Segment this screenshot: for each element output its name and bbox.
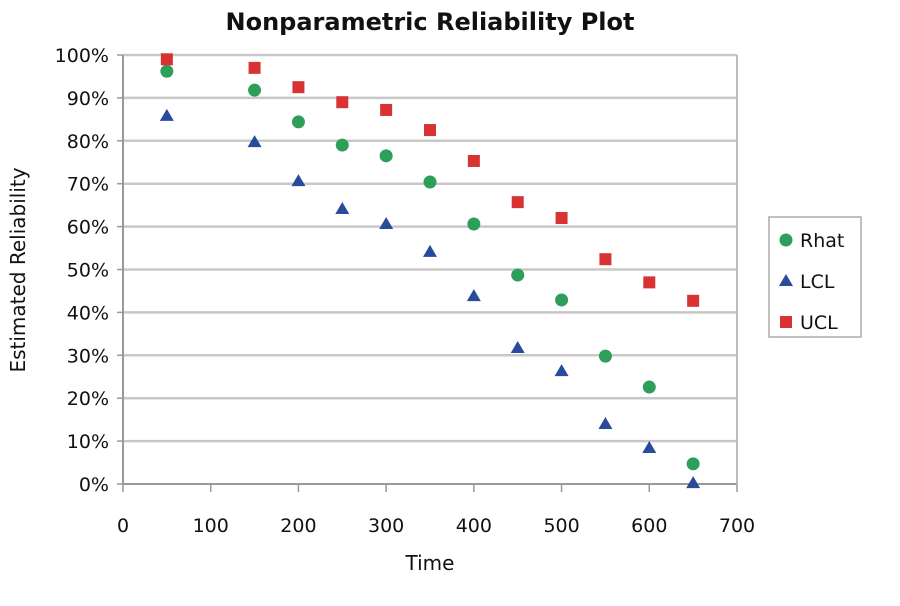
lcl-point [686,476,701,489]
lcl-point [510,341,525,354]
legend-marker-lcl [779,274,793,286]
rhat-point [511,268,525,282]
ucl-point [160,53,173,66]
rhat-point [467,217,481,231]
lcl-point [291,174,306,187]
rhat-point [423,175,437,189]
axes [117,54,738,492]
ucl-point [424,124,436,137]
y-tick-label: 0% [79,474,109,496]
x-tick-label: 600 [631,515,667,537]
ucl-point [336,96,349,109]
rhat-point [160,64,174,78]
lcl-point [159,108,174,121]
x-tick-label: 700 [719,515,755,537]
legend-marker-ucl [780,316,792,328]
lcl-point [423,244,437,257]
rhat-point [335,138,349,152]
y-tick-label: 50% [67,260,109,282]
x-tick-label: 400 [456,515,492,537]
lcl-point [247,135,262,148]
x-tick-label: 0 [117,515,129,537]
ucl-point [248,61,261,74]
lcl-point [554,364,569,377]
y-tick-label: 70% [67,174,109,196]
chart-title: Nonparametric Reliability Plot [226,8,635,36]
lcl-point [598,416,613,429]
y-tick-label: 20% [67,388,109,410]
legend: Rhat LCL UCL [768,216,862,338]
ucl-point [599,253,612,266]
y-tick-label: 90% [67,88,109,110]
lcl-point [466,289,481,302]
y-tick-label: 100% [55,45,109,67]
y-tick-label: 80% [67,131,109,153]
legend-label-rhat: Rhat [800,230,844,252]
y-tick-label: 60% [67,217,109,239]
ucl-point [687,294,700,307]
x-tick-label: 100 [193,515,229,537]
y-tick-label: 30% [67,345,109,367]
x-tick-label: 200 [280,515,316,537]
gridlines [123,53,737,443]
data-points [159,53,701,489]
ucl-point [643,276,656,289]
legend-marker-rhat [779,233,793,247]
y-axis-label: Estimated Reliability [6,167,30,372]
rhat-point [642,380,656,394]
ucl-point [555,212,568,225]
y-tick-label: 10% [67,431,109,453]
x-axis-label: Time [405,551,455,575]
legend-label-lcl: LCL [800,271,835,293]
ucl-point [467,154,480,167]
rhat-point [555,293,569,307]
ucl-point [380,103,393,116]
ucl-point [511,196,524,209]
rhat-point [248,83,262,97]
rhat-point [291,115,305,129]
legend-label-ucl: UCL [800,312,838,334]
x-tick-label: 300 [368,515,404,537]
x-tick-label: 500 [543,515,579,537]
lcl-point [642,440,657,453]
lcl-point [379,217,394,230]
rhat-point [598,349,612,363]
tick-labels: 0% 10% 20% 30% 40% 50% 60% 70% 80% 90% 100% 0 100 200… [55,45,755,537]
rhat-point [379,149,393,163]
rhat-point [686,457,700,471]
y-tick-label: 40% [67,302,109,324]
ucl-point [292,81,305,94]
lcl-point [335,202,350,215]
